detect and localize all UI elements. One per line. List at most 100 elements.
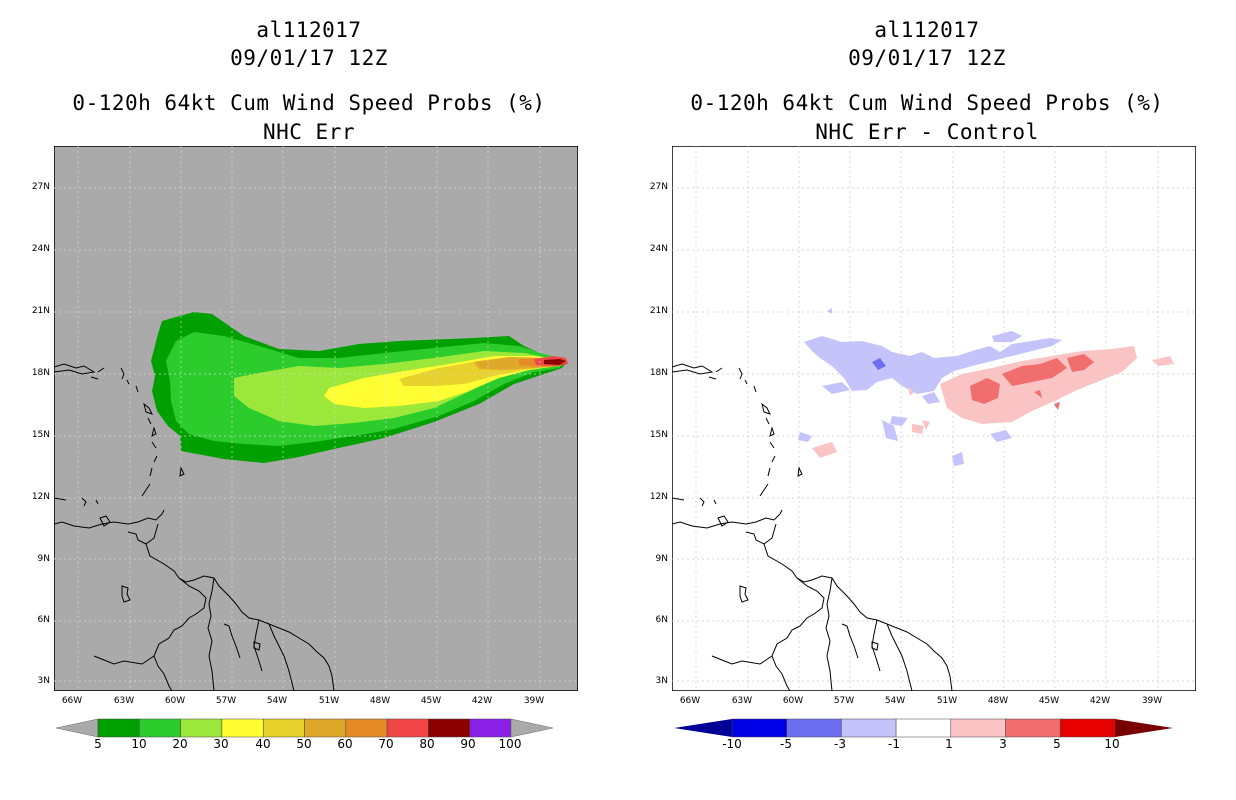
storm-id: al112017: [874, 18, 980, 42]
lat-label: 3N: [37, 676, 50, 686]
legend-color-box: [345, 718, 388, 738]
forecast-time: 09/01/17 12Z: [848, 46, 1006, 70]
lat-label: 27N: [31, 182, 50, 192]
lat-label: 15N: [31, 430, 50, 440]
legend-color-box: [786, 718, 842, 738]
product-subtitle: NHC Err: [262, 120, 355, 144]
legend-color-box: [1059, 718, 1116, 738]
lon-label: 60W: [782, 696, 804, 706]
lat-label: 9N: [655, 554, 668, 564]
lat-label: 21N: [649, 306, 668, 316]
legend-color-box: [386, 718, 429, 738]
lon-label: 39W: [1141, 696, 1163, 706]
gridlines: [54, 146, 578, 691]
contour-80: [544, 359, 566, 365]
legend-color-box: [1005, 718, 1061, 738]
product-title: 0-120h 64kt Cum Wind Speed Probs (%): [690, 91, 1164, 115]
legend-label: 5: [94, 737, 102, 751]
lon-label: 54W: [266, 696, 288, 706]
legend-color-box: [221, 718, 264, 738]
lat-label: 24N: [31, 244, 50, 254]
legend-label: -5: [780, 737, 792, 751]
legend-color-box: [97, 718, 140, 738]
legend-label: -10: [722, 737, 742, 751]
coastlines: [672, 363, 953, 691]
legend-color-box: [180, 718, 223, 738]
legend-label: 30: [213, 737, 229, 751]
negative-contours: [798, 308, 1062, 466]
lon-label: 57W: [215, 696, 237, 706]
forecast-time: 09/01/17 12Z: [230, 46, 388, 70]
legend-color-box: [731, 718, 787, 738]
legend-label: 1: [945, 737, 953, 751]
lon-label: 51W: [318, 696, 340, 706]
lat-label: 21N: [31, 306, 50, 316]
legend-label: 60: [337, 737, 353, 751]
lat-label: 3N: [655, 676, 668, 686]
lat-label: 18N: [31, 368, 50, 378]
lon-label: 63W: [731, 696, 753, 706]
storm-id: al112017: [256, 18, 362, 42]
legend-color-box: [139, 718, 181, 738]
lon-label: 57W: [833, 696, 855, 706]
legend-arrow-high: [1115, 719, 1173, 737]
legend-arrow-low: [56, 718, 99, 738]
legend-label: 90: [460, 737, 476, 751]
legend-color-box: [841, 718, 897, 738]
legend-label: 80: [419, 737, 435, 751]
lon-label: 54W: [884, 696, 906, 706]
legend-color-box: [304, 718, 347, 738]
lon-label: 51W: [936, 696, 958, 706]
lon-label: 48W: [987, 696, 1009, 706]
lon-label: 45W: [1038, 696, 1060, 706]
lon-label: 39W: [523, 696, 545, 706]
left-panel: al112017 09/01/17 12Z 0-120h 64kt Cum Wi…: [31, 18, 578, 751]
difference-map: [672, 146, 1196, 691]
probability-legend: [56, 718, 554, 738]
legend-color-box: [428, 718, 470, 738]
lat-label: 9N: [37, 554, 50, 564]
lon-label: 60W: [164, 696, 186, 706]
legend-label: -1: [888, 737, 900, 751]
lat-label: 27N: [649, 182, 668, 192]
map-background: [672, 146, 1196, 691]
lon-label: 63W: [113, 696, 135, 706]
legend-label: 20: [172, 737, 188, 751]
lat-label: 18N: [649, 368, 668, 378]
probability-map: [54, 146, 578, 691]
legend-label: -3: [834, 737, 846, 751]
legend-label: 10: [131, 737, 147, 751]
lat-label: 6N: [655, 615, 668, 625]
legend-label: 70: [378, 737, 394, 751]
legend-label: 50: [296, 737, 312, 751]
legend-color-box: [262, 718, 305, 738]
product-title: 0-120h 64kt Cum Wind Speed Probs (%): [72, 91, 546, 115]
lon-label: 42W: [471, 696, 493, 706]
positive-contours-medium: [970, 354, 1094, 410]
legend-color-box: [469, 718, 512, 738]
legend-color-box: [895, 718, 952, 738]
product-subtitle: NHC Err - Control: [815, 120, 1039, 144]
lat-label: 12N: [649, 492, 668, 502]
legend-label: 100: [498, 737, 522, 751]
difference-legend: [674, 718, 1173, 738]
legend-label: 3: [999, 737, 1007, 751]
legend-label: 40: [255, 737, 271, 751]
lon-label: 48W: [369, 696, 391, 706]
legend-label: 10: [1104, 737, 1120, 751]
coastlines: [54, 363, 335, 691]
right-panel: al112017 09/01/17 12Z 0-120h 64kt Cum Wi…: [618, 0, 1236, 800]
lat-label: 12N: [31, 492, 50, 502]
lat-label: 15N: [649, 430, 668, 440]
lon-label: 66W: [61, 696, 83, 706]
lat-label: 6N: [37, 615, 50, 625]
negative-contours-strong: [872, 358, 886, 370]
lat-label: 24N: [649, 244, 668, 254]
lon-label: 42W: [1089, 696, 1111, 706]
legend-color-box: [950, 718, 1006, 738]
legend-arrow-high: [510, 718, 554, 738]
lon-label: 66W: [679, 696, 701, 706]
lon-label: 45W: [420, 696, 442, 706]
legend-arrow-low: [674, 719, 732, 737]
legend-label: 5: [1053, 737, 1061, 751]
